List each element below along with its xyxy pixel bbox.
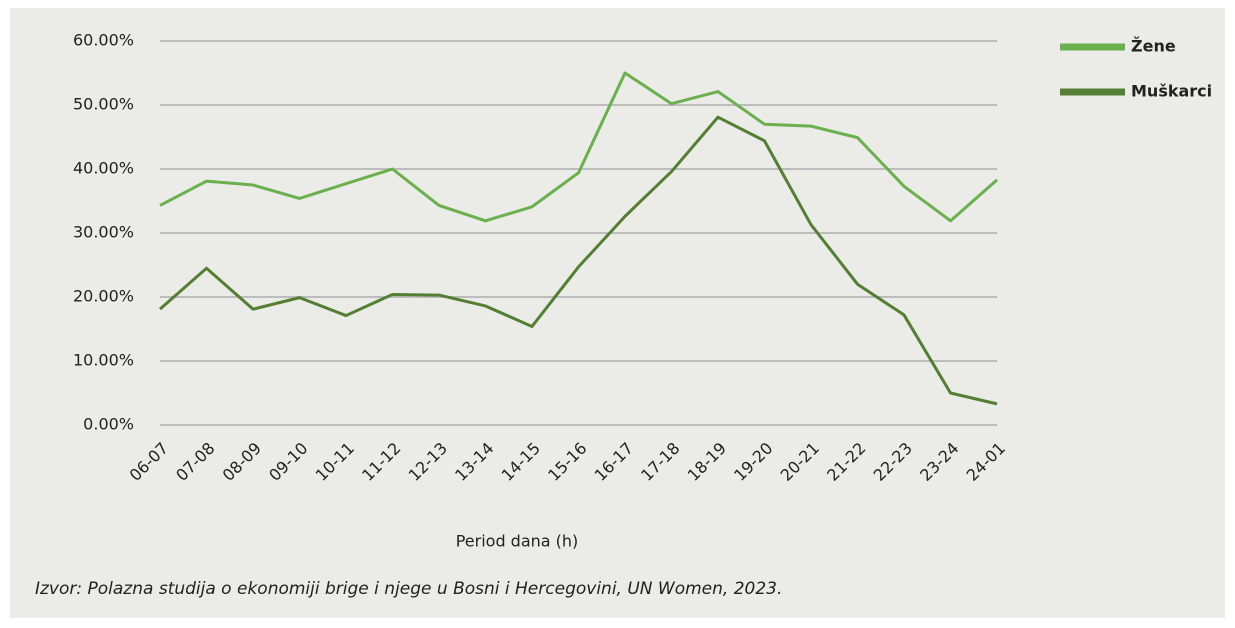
- source-note: Izvor: Polazna studija o ekonomiji brige…: [35, 579, 782, 599]
- legend-label: Žene: [1131, 37, 1176, 56]
- legend-label: Muškarci: [1131, 82, 1212, 101]
- y-tick-label: 0.00%: [83, 415, 134, 434]
- y-tick-label: 10.00%: [73, 351, 134, 370]
- y-tick-label: 40.00%: [73, 159, 134, 178]
- series-line: [159, 115, 998, 406]
- series-line: [159, 71, 998, 223]
- background: [10, 8, 1225, 618]
- y-tick-label: 50.00%: [73, 95, 134, 114]
- x-axis-label: Period dana (h): [456, 532, 579, 551]
- y-tick-label: 30.00%: [73, 223, 134, 242]
- y-tick-label: 20.00%: [73, 287, 134, 306]
- y-tick-label: 60.00%: [73, 31, 134, 50]
